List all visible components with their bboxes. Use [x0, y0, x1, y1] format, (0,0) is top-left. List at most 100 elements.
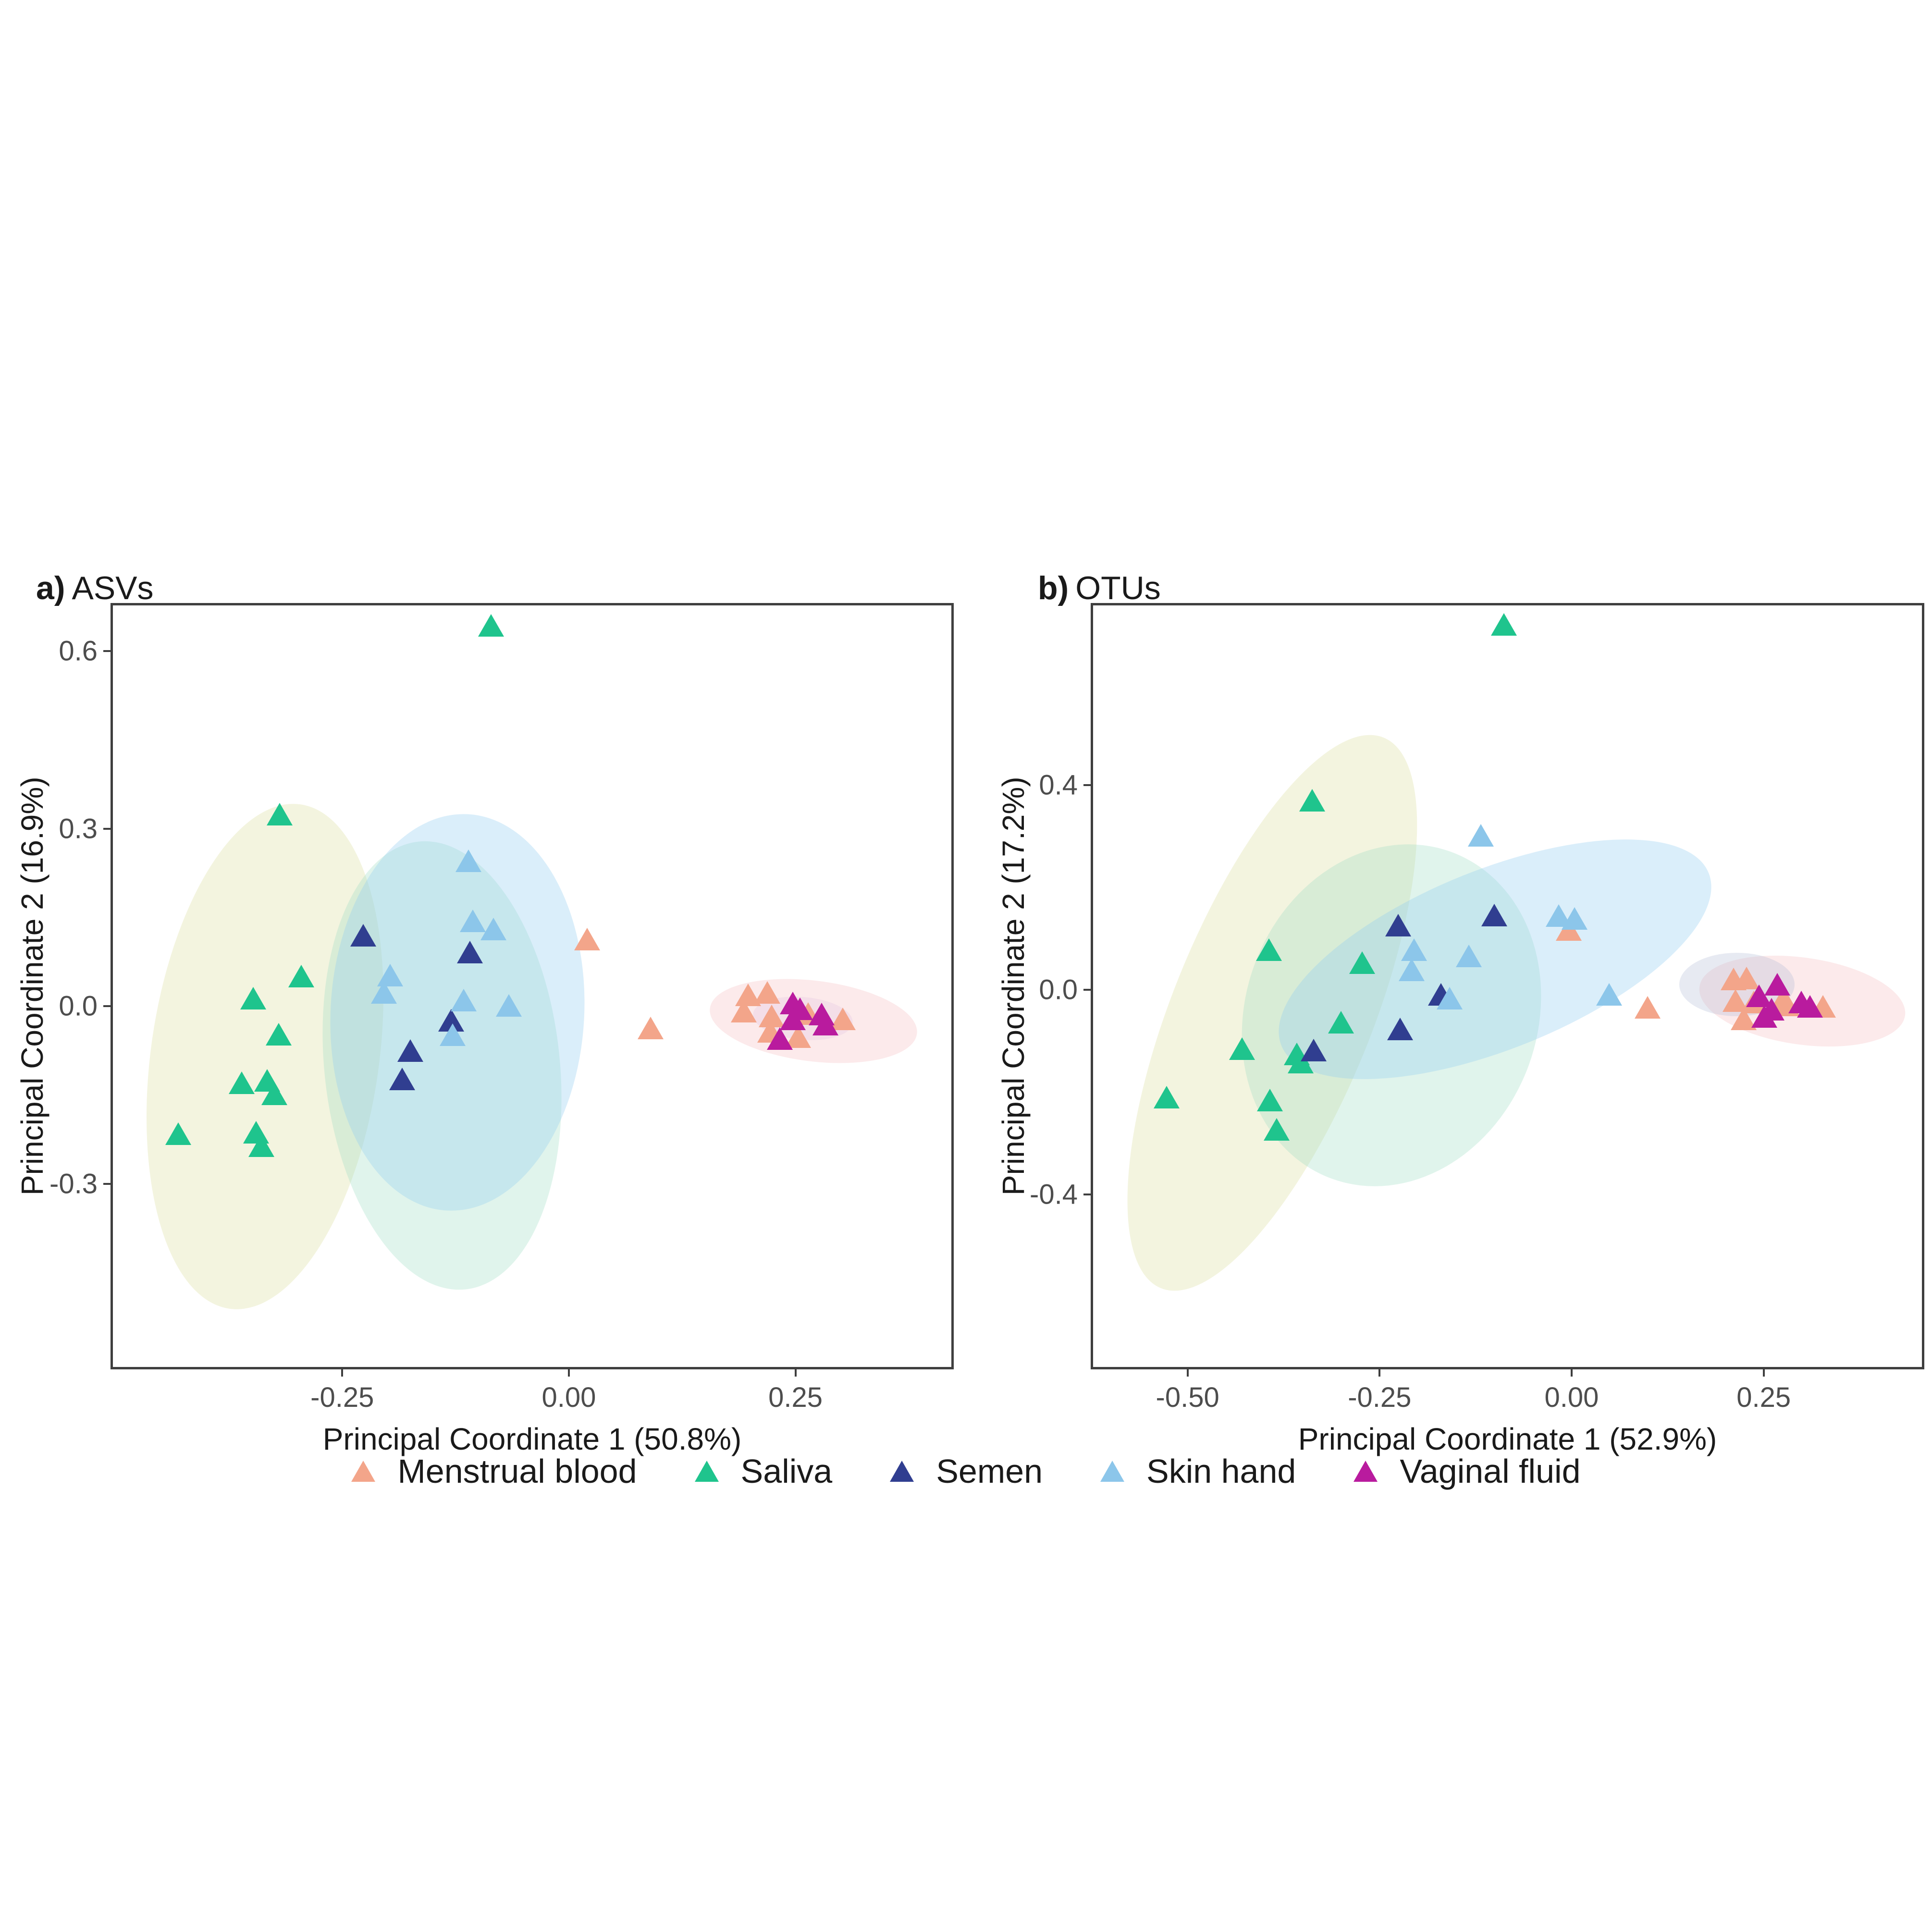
panel-b-y-axis-title: Principal Coordinate 2 (17.2%) [996, 776, 1031, 1196]
legend-item-semen: Semen [890, 1452, 1043, 1490]
legend-item-menstrual_blood: Menstrual blood [351, 1452, 637, 1490]
panel-a-title: a) ASVs [36, 569, 154, 607]
legend-item-saliva: Saliva [694, 1452, 833, 1490]
x-axis-tick [567, 1367, 570, 1377]
menstrual_blood-data-point-triangle [1635, 996, 1661, 1019]
saliva-data-point-triangle [228, 1071, 255, 1095]
saliva-data-point-triangle [261, 1082, 287, 1105]
skin_hand-data-point-triangle [1596, 983, 1623, 1006]
semen-legend-triangle-icon [890, 1461, 914, 1482]
saliva-data-point-triangle [1256, 938, 1282, 961]
x-axis-tick-label: 0.25 [768, 1382, 823, 1413]
saliva-data-point-triangle [248, 1134, 275, 1157]
y-axis-tick-label: -0.4 [1030, 1179, 1078, 1210]
saliva-data-point-triangle [266, 1023, 292, 1046]
y-axis-tick [103, 650, 113, 652]
x-axis-tick-label: -0.25 [1348, 1382, 1412, 1413]
y-axis-tick [103, 1183, 113, 1185]
skin_hand-data-point-triangle [480, 917, 507, 940]
y-axis-tick-label: 0.3 [59, 813, 98, 845]
menstrual_blood-legend-triangle-icon [351, 1461, 376, 1482]
x-axis-tick [794, 1367, 797, 1377]
panel-a-x-axis-title: Principal Coordinate 1 (50.8%) [322, 1422, 742, 1456]
x-axis-tick [1378, 1367, 1381, 1377]
panel-b-label: b) [1038, 570, 1069, 607]
figure-legend: Menstrual blood Saliva Semen Skin hand Vagin… [0, 1452, 1932, 1490]
panel-a-data-layer [113, 605, 951, 1367]
x-axis-tick-label: -0.50 [1156, 1382, 1219, 1413]
x-axis-tick-label: -0.25 [310, 1382, 374, 1413]
legend-label: Saliva [740, 1452, 833, 1490]
legend-item-vaginal_fluid: Vaginal fluid [1354, 1452, 1581, 1490]
saliva-legend-triangle-icon [694, 1461, 719, 1482]
x-axis-tick-label: 0.00 [541, 1382, 596, 1413]
saliva-data-point-triangle [1154, 1085, 1180, 1108]
panel-a-y-axis-title: Principal Coordinate 2 (16.9%) [15, 776, 49, 1196]
skin_hand-data-point-triangle [1468, 824, 1494, 847]
saliva-data-point-triangle [478, 614, 504, 637]
y-axis-tick [103, 827, 113, 830]
y-axis-tick [1083, 784, 1093, 786]
x-axis-tick [1570, 1367, 1573, 1377]
vaginal_fluid-data-point-triangle [1751, 1005, 1778, 1028]
legend-label: Skin hand [1146, 1452, 1296, 1490]
skin_hand-data-point-triangle [1562, 907, 1588, 930]
saliva-data-point-triangle [1328, 1011, 1354, 1034]
y-axis-tick-label: 0.6 [59, 635, 98, 667]
saliva-data-point-triangle [288, 965, 315, 988]
saliva-data-point-triangle [267, 802, 293, 825]
skin_hand-data-point-triangle [455, 849, 481, 873]
vaginal_fluid-data-point-triangle [1797, 995, 1823, 1018]
skin_hand-data-point-triangle [371, 981, 397, 1004]
menstrual_blood-data-point-triangle [754, 981, 781, 1004]
y-axis-tick-label: -0.3 [49, 1168, 98, 1200]
x-axis-tick [1762, 1367, 1765, 1377]
legend-item-skin_hand: Skin hand [1100, 1452, 1296, 1490]
skin_hand-data-point-triangle [1455, 944, 1482, 967]
panel-b-title: b) OTUs [1038, 569, 1161, 607]
panel-a-label: a) [36, 570, 65, 607]
saliva-data-point-triangle [240, 987, 267, 1010]
semen-data-point-triangle [1300, 1038, 1327, 1061]
semen-data-point-triangle [389, 1067, 415, 1090]
vaginal_fluid-data-point-triangle [779, 1008, 806, 1031]
y-axis-tick [1083, 988, 1093, 991]
saliva-data-point-triangle [1256, 1089, 1283, 1112]
legend-label: Vaginal fluid [1400, 1452, 1581, 1490]
legend-label: Menstrual blood [397, 1452, 637, 1490]
menstrual_blood-data-point-triangle [574, 927, 600, 950]
saliva-data-point-triangle [1349, 951, 1375, 974]
semen-data-point-triangle [350, 924, 376, 947]
menstrual_blood-data-point-triangle [637, 1016, 664, 1039]
skin_hand-data-point-triangle [496, 994, 522, 1017]
semen-data-point-triangle [1385, 914, 1411, 936]
semen-data-point-triangle [457, 940, 483, 963]
skin_hand-data-point-triangle [451, 988, 477, 1011]
x-axis-tick-label: 0.25 [1736, 1382, 1791, 1413]
saliva-data-point-triangle [1491, 613, 1517, 636]
menstrual_blood-data-point-triangle [730, 1000, 757, 1023]
panel-b-data-layer [1093, 605, 1922, 1367]
panel-b-title-text: OTUs [1075, 570, 1161, 607]
x-axis-tick [341, 1367, 344, 1377]
skin_hand-data-point-triangle [1401, 938, 1427, 961]
y-axis-tick-label: 0.0 [1039, 974, 1078, 1006]
saliva-data-point-triangle [1264, 1118, 1290, 1141]
skin_hand-data-point-triangle [1399, 958, 1425, 981]
skin_hand-legend-triangle-icon [1100, 1461, 1124, 1482]
skin_hand-data-point-triangle [440, 1023, 466, 1046]
semen-data-point-triangle [1387, 1018, 1414, 1041]
x-axis-tick [1186, 1367, 1189, 1377]
legend-label: Semen [936, 1452, 1043, 1490]
saliva-data-point-triangle [165, 1122, 191, 1145]
saliva-data-point-triangle [1299, 789, 1325, 812]
panel-b-plot-area: -0.50 -0.25 0.00 0.25 0.4 0.0 -0.4 [1030, 603, 1924, 1413]
panel-b-x-axis-title: Principal Coordinate 1 (52.9%) [1298, 1422, 1717, 1456]
x-axis-tick-label: 0.00 [1544, 1382, 1599, 1413]
y-axis-tick-label: 0.4 [1039, 769, 1078, 801]
semen-data-point-triangle [1481, 903, 1507, 926]
y-axis-tick [1083, 1194, 1093, 1196]
panel-a-plot-area: -0.25 0.00 0.25 0.6 0.3 0.0 -0.3 [49, 603, 954, 1413]
vaginal_fluid-legend-triangle-icon [1354, 1461, 1378, 1482]
